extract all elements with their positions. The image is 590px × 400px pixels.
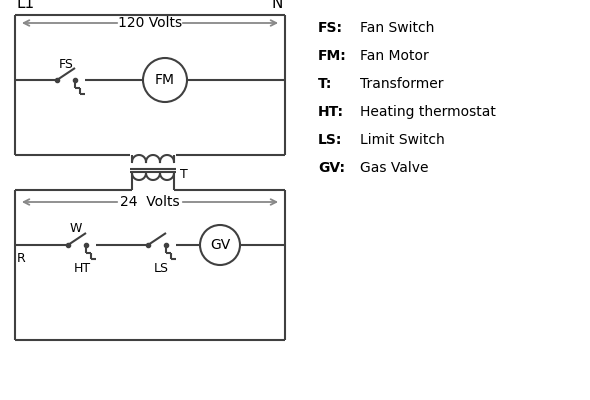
Text: Heating thermostat: Heating thermostat xyxy=(360,105,496,119)
Text: FS: FS xyxy=(59,58,74,70)
Text: R: R xyxy=(17,252,26,266)
Text: HT: HT xyxy=(74,262,91,276)
Text: FM:: FM: xyxy=(318,49,347,63)
Text: T: T xyxy=(180,168,188,182)
Text: L1: L1 xyxy=(17,0,35,10)
Text: T:: T: xyxy=(318,77,332,91)
Text: 24  Volts: 24 Volts xyxy=(120,195,180,209)
Text: GV:: GV: xyxy=(318,161,345,175)
Text: Fan Motor: Fan Motor xyxy=(360,49,429,63)
Text: HT:: HT: xyxy=(318,105,344,119)
Text: FM: FM xyxy=(155,73,175,87)
Text: GV: GV xyxy=(210,238,230,252)
Text: FS:: FS: xyxy=(318,21,343,35)
Text: Transformer: Transformer xyxy=(360,77,444,91)
Text: N: N xyxy=(271,0,283,10)
Text: LS: LS xyxy=(154,262,169,276)
Text: Fan Switch: Fan Switch xyxy=(360,21,434,35)
Text: W: W xyxy=(70,222,83,236)
Text: Gas Valve: Gas Valve xyxy=(360,161,428,175)
Text: 120 Volts: 120 Volts xyxy=(118,16,182,30)
Text: LS:: LS: xyxy=(318,133,342,147)
Text: Limit Switch: Limit Switch xyxy=(360,133,445,147)
